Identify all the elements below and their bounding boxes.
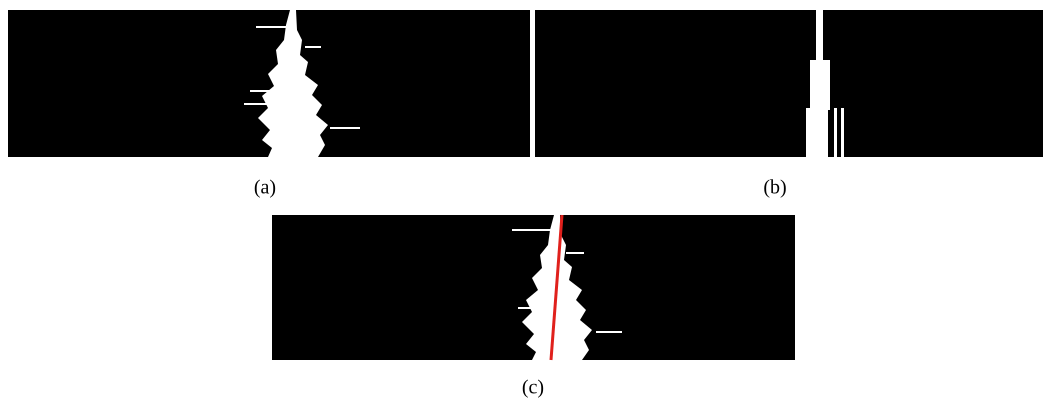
figure: (a) (b) (c)	[0, 0, 1048, 405]
panel-label: (b)	[763, 177, 786, 199]
page: (a) (b) (c) (() => { const data = JSON.p…	[0, 0, 1048, 405]
panel-label: (a)	[254, 177, 276, 199]
panel-b-image	[535, 10, 1043, 157]
panel-a-image	[8, 10, 530, 157]
panel-c-image	[272, 215, 795, 360]
panel-label: (c)	[522, 377, 544, 399]
